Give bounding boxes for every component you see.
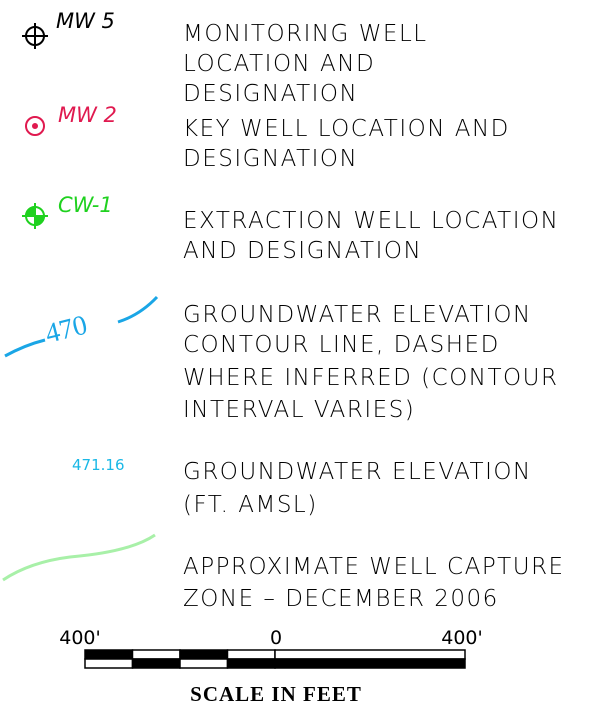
scale-label: 400' [59, 627, 101, 649]
symbol-label: MW 2 [58, 103, 117, 127]
legend-description: KEY WELL LOCATION AND [183, 116, 510, 142]
legend-description: INTERVAL VARIES) [183, 397, 415, 423]
legend-description: MONITORING WELL [183, 21, 428, 47]
legend-description: AND DESIGNATION [183, 238, 422, 264]
legend-description: APPROXIMATE WELL CAPTURE [183, 554, 565, 580]
legend-description: DESIGNATION [183, 146, 358, 172]
legend-description: LOCATION AND [183, 51, 375, 77]
legend-description: EXTRACTION WELL LOCATION [183, 208, 559, 234]
legend-description: (FT. AMSL) [183, 492, 318, 518]
symbol-label: MW 5 [56, 9, 115, 33]
contour-label: 470 [42, 310, 90, 350]
symbol-label: CW-1 [58, 193, 113, 217]
scale-label: 0 [270, 627, 282, 649]
scale-title: SCALE IN FEET [190, 682, 362, 706]
key-well-symbol [25, 116, 45, 136]
extraction-well-symbol [22, 203, 48, 229]
legend-description: DESIGNATION [183, 81, 358, 107]
legend-description: WHERE INFERRED (CONTOUR [183, 365, 558, 391]
scale-label: 400' [441, 627, 483, 649]
contour-line [4, 338, 46, 358]
legend-description: ZONE – DECEMBER 2006 [183, 586, 499, 612]
legend-description: CONTOUR LINE, DASHED [183, 332, 500, 358]
scale-bar [84, 649, 466, 669]
legend-description: GROUNDWATER ELEVATION [183, 302, 532, 328]
contour-line [117, 295, 159, 324]
monitoring-well-symbol [22, 23, 48, 49]
legend-description: GROUNDWATER ELEVATION [183, 459, 532, 485]
elevation-label: 471.16 [72, 456, 125, 474]
capture-zone-line [2, 533, 156, 582]
